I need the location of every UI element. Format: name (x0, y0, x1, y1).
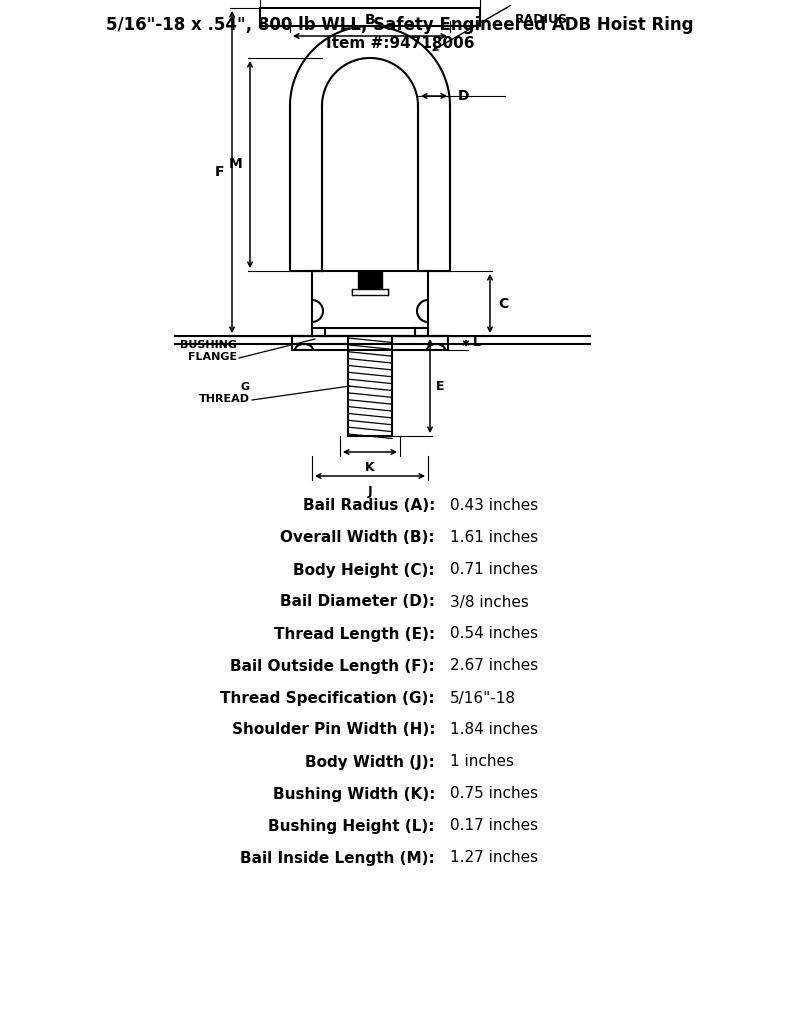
Bar (352, 289, 388, 295)
Text: 1.27 inches: 1.27 inches (450, 851, 538, 865)
Text: J: J (368, 485, 372, 498)
Text: D: D (458, 89, 470, 103)
Text: THREAD: THREAD (199, 394, 250, 404)
Bar (358, 271, 382, 289)
Text: 0.43 inches: 0.43 inches (450, 498, 538, 514)
Text: Bail Inside Length (M):: Bail Inside Length (M): (240, 851, 435, 865)
Text: 1.61 inches: 1.61 inches (450, 530, 538, 546)
Text: Body Height (C):: Body Height (C): (294, 563, 435, 577)
Text: Shoulder Pin Width (H):: Shoulder Pin Width (H): (231, 722, 435, 738)
Text: F: F (214, 165, 224, 179)
Text: C: C (498, 296, 508, 311)
Text: Thread Specification (G):: Thread Specification (G): (220, 691, 435, 706)
Text: Bail Radius (A):: Bail Radius (A): (302, 498, 435, 514)
Text: E: E (436, 379, 445, 393)
Text: 0.17 inches: 0.17 inches (450, 818, 538, 834)
Text: FLANGE: FLANGE (188, 352, 237, 362)
Text: 1 inches: 1 inches (450, 754, 514, 770)
Text: K: K (365, 461, 375, 474)
Text: 2.67 inches: 2.67 inches (450, 659, 538, 673)
Text: Bail Outside Length (F):: Bail Outside Length (F): (230, 659, 435, 673)
Text: Body Width (J):: Body Width (J): (305, 754, 435, 770)
Text: 3/8 inches: 3/8 inches (450, 595, 529, 609)
Bar (348, 336, 392, 436)
Text: M: M (228, 157, 242, 172)
Text: BUSHING: BUSHING (180, 340, 237, 350)
Text: 5/16"-18: 5/16"-18 (450, 691, 516, 706)
Text: Overall Width (B):: Overall Width (B): (280, 530, 435, 546)
Text: G: G (241, 382, 250, 392)
Text: B: B (365, 13, 375, 27)
Text: Thread Length (E):: Thread Length (E): (274, 627, 435, 641)
Text: Bushing Width (K):: Bushing Width (K): (273, 786, 435, 802)
Text: 0.75 inches: 0.75 inches (450, 786, 538, 802)
Text: RADIUS: RADIUS (515, 13, 568, 26)
Text: L: L (473, 337, 481, 349)
Text: 1.84 inches: 1.84 inches (450, 722, 538, 738)
Text: 0.71 inches: 0.71 inches (450, 563, 538, 577)
Text: Bail Diameter (D):: Bail Diameter (D): (280, 595, 435, 609)
Text: Bushing Height (L):: Bushing Height (L): (269, 818, 435, 834)
Text: 5/16"-18 x .54", 800 lb WLL, Safety Engineered ADB Hoist Ring: 5/16"-18 x .54", 800 lb WLL, Safety Engi… (106, 16, 694, 34)
Text: 0.54 inches: 0.54 inches (450, 627, 538, 641)
Text: Item #:94718006: Item #:94718006 (326, 36, 474, 51)
